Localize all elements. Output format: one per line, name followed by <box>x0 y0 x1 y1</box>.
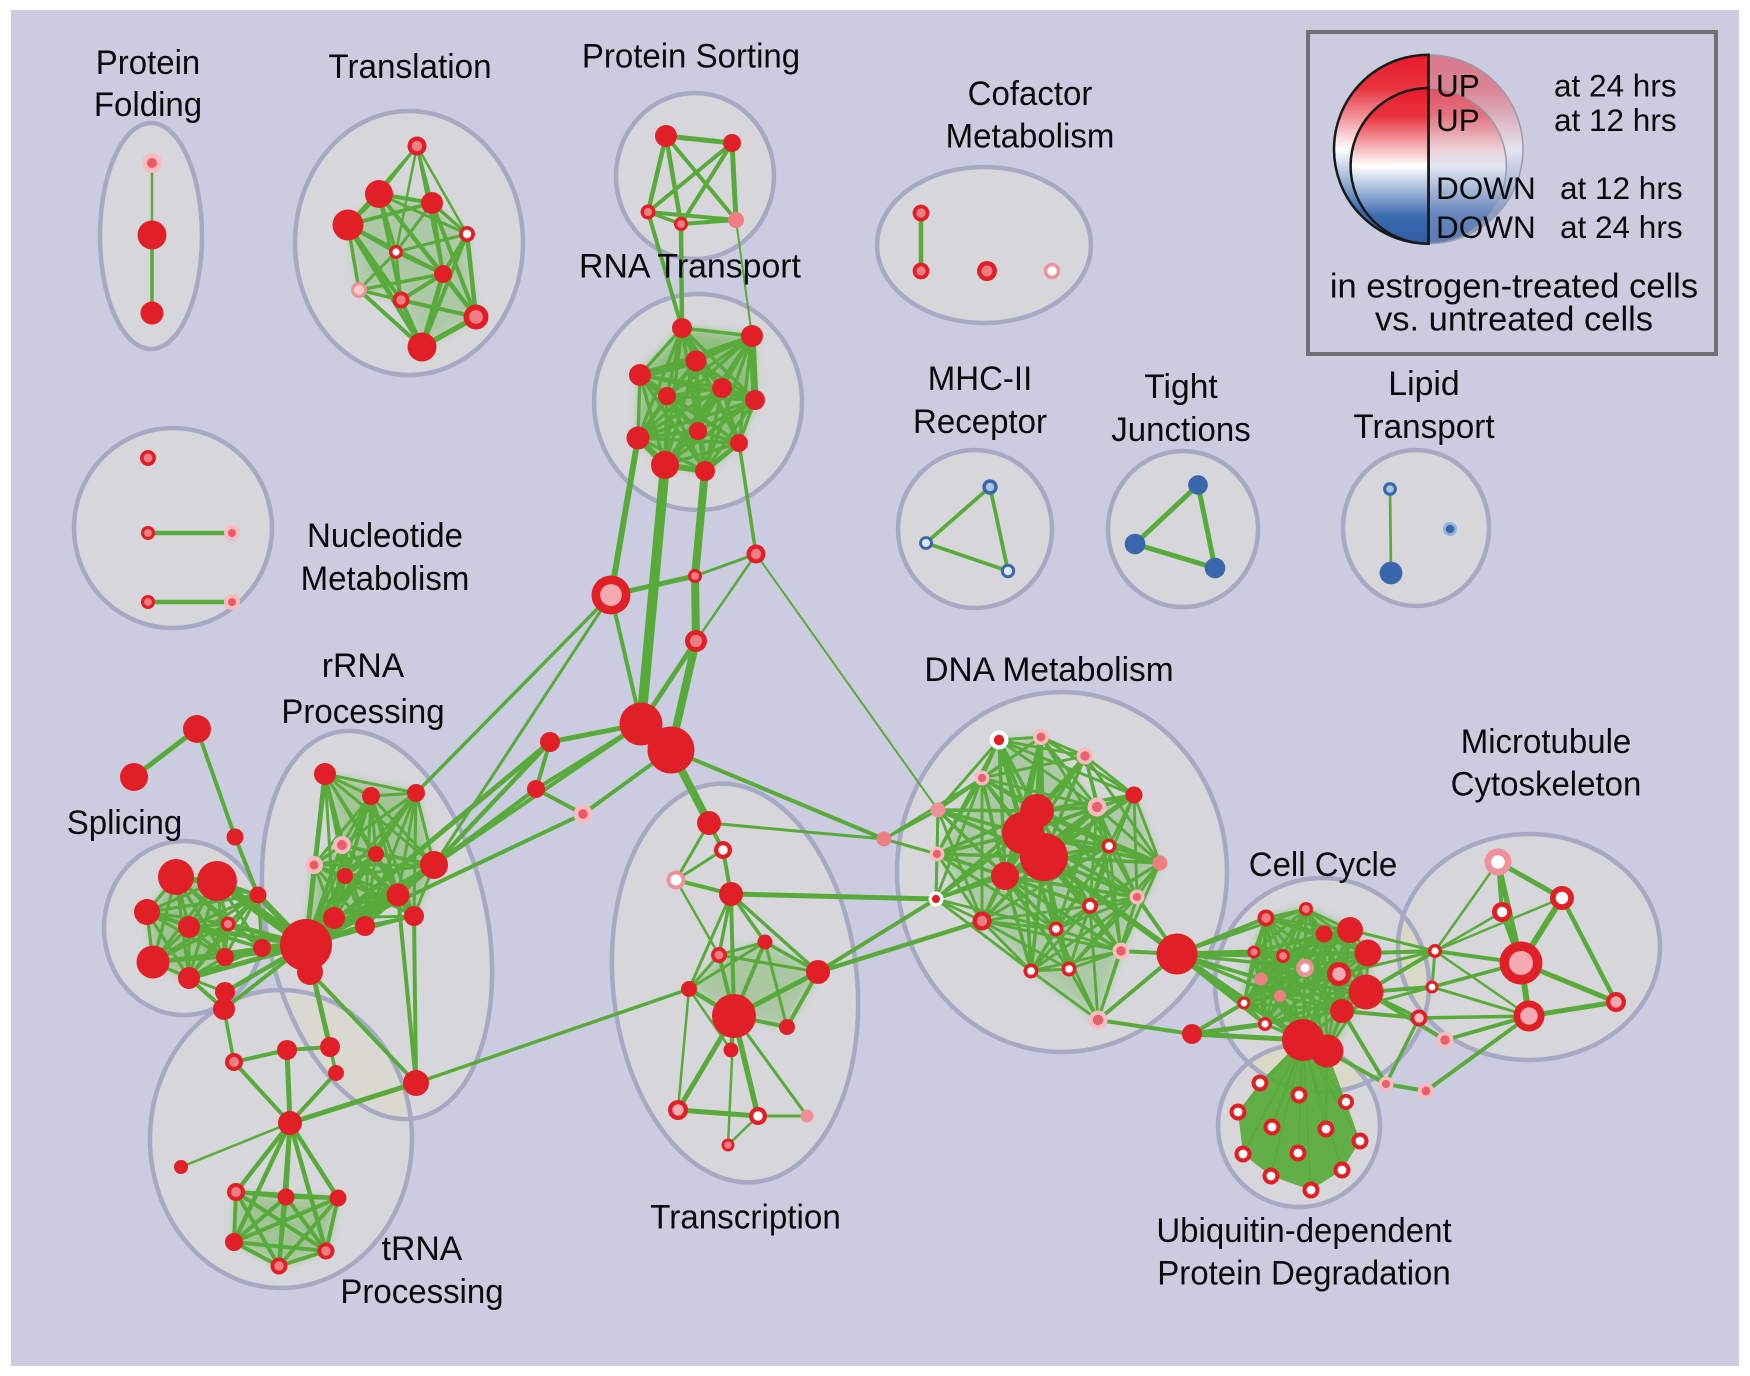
svg-text:Translation: Translation <box>328 48 491 86</box>
svg-text:Transport: Transport <box>1353 408 1495 446</box>
svg-text:Nucleotide: Nucleotide <box>307 517 463 555</box>
svg-text:Lipid: Lipid <box>1388 365 1460 403</box>
svg-text:Folding: Folding <box>94 86 202 124</box>
svg-text:UP: UP <box>1436 68 1480 104</box>
svg-text:in estrogen-treated cells: in estrogen-treated cells <box>1330 268 1698 306</box>
svg-text:Transcription: Transcription <box>650 1199 841 1237</box>
svg-text:at 12 hrs: at 12 hrs <box>1554 102 1677 138</box>
svg-text:Ubiquitin-dependent: Ubiquitin-dependent <box>1156 1212 1452 1250</box>
svg-text:MHC-II: MHC-II <box>928 360 1033 398</box>
svg-text:Cell Cycle: Cell Cycle <box>1249 846 1398 884</box>
svg-text:Metabolism: Metabolism <box>946 118 1115 156</box>
svg-text:Processing: Processing <box>340 1273 503 1311</box>
svg-text:rRNA: rRNA <box>322 647 405 685</box>
svg-text:RNA Transport: RNA Transport <box>579 248 801 286</box>
svg-text:at 24 hrs: at 24 hrs <box>1554 68 1677 104</box>
svg-text:tRNA: tRNA <box>382 1230 463 1268</box>
svg-text:Protein Sorting: Protein Sorting <box>582 38 800 76</box>
svg-text:UP: UP <box>1436 102 1480 138</box>
svg-text:Tight: Tight <box>1144 368 1218 406</box>
svg-text:Receptor: Receptor <box>913 403 1047 441</box>
svg-text:Processing: Processing <box>281 693 444 731</box>
svg-text:DOWN: DOWN <box>1436 209 1536 245</box>
svg-text:Splicing: Splicing <box>67 804 183 842</box>
svg-text:Protein Degradation: Protein Degradation <box>1157 1255 1451 1293</box>
svg-text:DOWN: DOWN <box>1436 170 1536 206</box>
svg-text:Microtubule: Microtubule <box>1461 723 1632 761</box>
svg-text:Junctions: Junctions <box>1111 411 1250 449</box>
svg-text:Protein: Protein <box>96 44 201 82</box>
svg-text:at 24 hrs: at 24 hrs <box>1560 209 1683 245</box>
svg-text:vs. untreated cells: vs. untreated cells <box>1375 301 1653 339</box>
svg-text:at 12 hrs: at 12 hrs <box>1560 170 1683 206</box>
svg-text:Metabolism: Metabolism <box>301 560 470 598</box>
svg-text:Cytoskeleton: Cytoskeleton <box>1451 766 1642 804</box>
svg-text:DNA Metabolism: DNA Metabolism <box>924 651 1173 689</box>
svg-text:Cofactor: Cofactor <box>968 75 1093 113</box>
